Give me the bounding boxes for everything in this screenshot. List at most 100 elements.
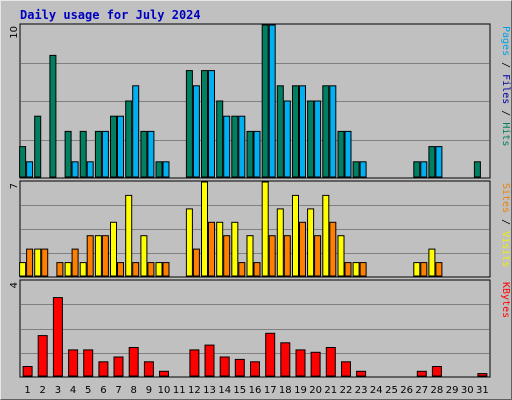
bar-files-day-10 [162,161,170,178]
panel-3-area [19,279,491,378]
bar-hits-day-20 [307,100,315,178]
legend-entry: / [500,56,511,74]
bar-kbytes-day-20 [310,351,321,377]
x-tick-label-day-2: 2 [40,385,46,396]
x-tick-label-day-26: 26 [400,385,413,396]
bar-files-day-1 [26,161,34,178]
bar-sites-day-20 [314,235,322,277]
bar-files-day-13 [208,70,215,178]
bar-sites-day-9 [147,262,155,277]
bar-sites-day-16 [253,262,261,277]
bar-kbytes-day-10 [159,370,169,377]
bar-visits-day-23 [352,262,360,277]
bar-hits-day-8 [125,100,133,178]
bar-kbytes-day-2 [37,335,48,377]
bar-kbytes-day-6 [98,361,109,377]
bar-sites-day-18 [283,235,291,277]
bar-hits-day-5 [79,130,87,178]
bar-visits-day-6 [94,235,102,277]
x-tick-label-day-17: 17 [264,385,277,396]
x-tick-label-day-7: 7 [115,385,121,396]
bar-sites-day-27 [420,262,428,277]
x-tick-label-day-28: 28 [431,385,444,396]
bar-visits-day-4 [64,262,72,277]
bar-hits-day-22 [337,130,345,178]
bar-files-day-22 [344,130,352,178]
bar-sites-day-14 [223,235,231,277]
bar-files-day-9 [147,130,155,178]
bar-kbytes-day-31 [477,373,488,377]
bar-hits-day-28 [428,146,436,178]
x-tick-label-day-5: 5 [85,385,91,396]
x-tick-label-day-11: 11 [173,385,186,396]
panel-2-ymax-label: 7 [9,183,20,189]
bar-visits-day-19 [292,194,299,277]
bar-sites-day-7 [117,262,124,277]
chart-title: Daily usage for July 2024 [20,8,201,22]
bar-hits-day-18 [276,85,284,178]
bar-sites-day-10 [162,262,170,277]
bar-kbytes-day-4 [68,349,79,377]
x-tick-label-day-9: 9 [146,385,152,396]
bar-sites-day-21 [329,221,337,277]
bar-sites-day-2 [41,248,49,277]
bar-visits-day-12 [185,208,193,277]
legend-entry: Sites [500,183,511,213]
bar-files-day-12 [192,85,200,178]
x-tick-label-day-1: 1 [24,385,30,396]
bar-sites-day-19 [299,221,306,277]
bar-files-day-8 [132,85,140,178]
x-tick-label-day-25: 25 [385,385,398,396]
bar-kbytes-day-16 [250,361,260,377]
bar-sites-day-3 [56,262,64,277]
bar-sites-day-23 [359,262,367,277]
x-tick-label-day-20: 20 [309,385,322,396]
bar-files-day-28 [435,146,443,178]
bar-kbytes-day-18 [280,342,291,377]
bar-visits-day-18 [276,208,284,277]
bar-visits-day-16 [246,235,254,277]
panel-1-ymax-label: 10 [9,26,20,39]
bar-files-day-27 [420,161,428,178]
bar-hits-day-9 [140,130,148,178]
bar-files-day-23 [359,161,367,178]
bar-kbytes-day-12 [189,349,200,377]
bar-files-day-7 [117,115,124,178]
bar-visits-day-22 [337,235,345,277]
bar-hits-day-21 [322,85,330,178]
x-tick-label-day-30: 30 [461,385,474,396]
x-tick-label-day-3: 3 [55,385,61,396]
bar-kbytes-day-15 [234,358,245,377]
bar-visits-day-5 [79,262,87,277]
bar-kbytes-day-9 [143,361,154,377]
bar-hits-day-27 [413,161,421,178]
bar-hits-day-2 [34,115,42,178]
legend-entry: Files [500,74,511,104]
bar-hits-day-7 [110,115,117,178]
bar-visits-day-10 [155,262,163,277]
bar-hits-day-13 [201,70,208,178]
bar-hits-day-16 [246,130,254,178]
bar-files-day-20 [314,100,322,178]
bar-files-day-4 [71,161,79,178]
bar-sites-day-13 [208,221,215,277]
bar-visits-day-17 [261,181,269,277]
x-tick-label-day-29: 29 [446,385,459,396]
bar-visits-day-21 [322,194,330,277]
x-tick-label-day-16: 16 [249,385,262,396]
bar-visits-day-27 [413,262,421,277]
bar-sites-day-1 [26,248,34,277]
bar-visits-day-14 [216,221,224,277]
x-tick-label-day-10: 10 [158,385,171,396]
bar-sites-day-8 [132,262,140,277]
bar-hits-day-4 [64,130,72,178]
bar-hits-day-19 [292,85,299,178]
bar-visits-day-13 [201,181,208,277]
bar-files-day-17 [268,24,276,178]
bar-visits-day-1 [19,262,27,277]
bar-visits-day-20 [307,208,315,277]
bar-kbytes-day-3 [52,297,63,377]
bar-visits-day-15 [231,221,239,277]
x-tick-label-day-8: 8 [131,385,137,396]
x-tick-label-day-4: 4 [70,385,76,396]
